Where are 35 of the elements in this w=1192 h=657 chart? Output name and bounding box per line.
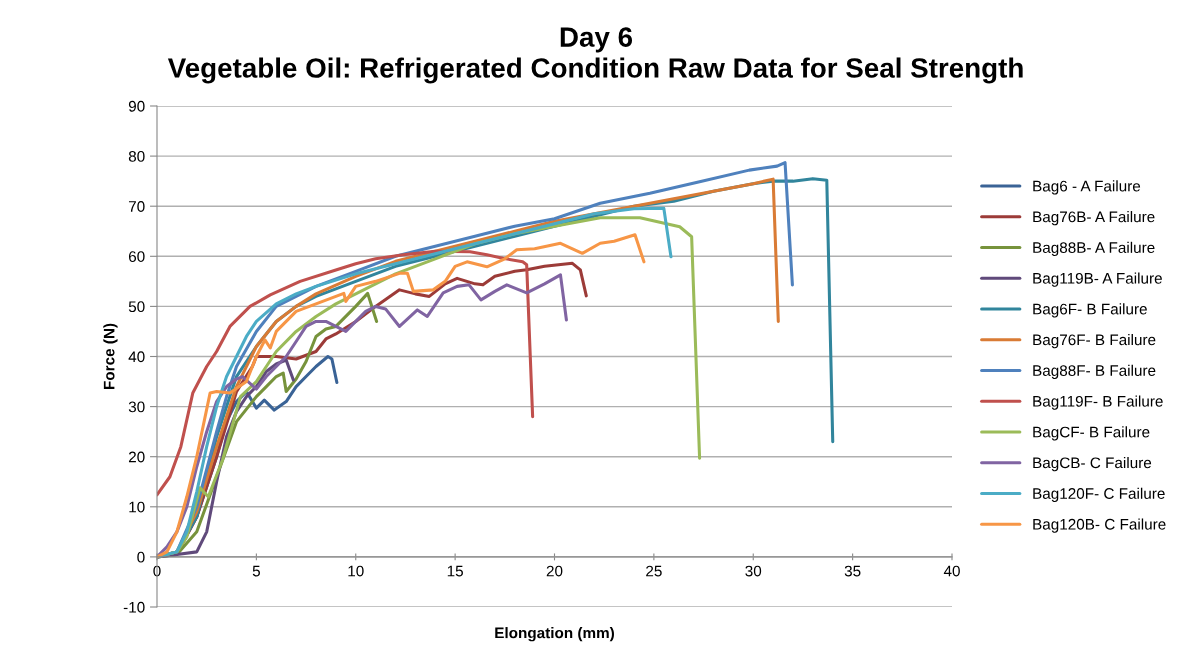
x-axis-title: Elongation (mm) bbox=[495, 627, 614, 642]
y-tick-label: 50 bbox=[128, 301, 145, 313]
y-tick-label: 10 bbox=[129, 501, 145, 513]
legend-label: BagCB- C Failure bbox=[1033, 456, 1152, 472]
legend-label: Bag76F- B Failure bbox=[1033, 334, 1156, 349]
legend-label: Bag88B- A Failure bbox=[1033, 241, 1155, 257]
chart-title: Day 6 Vegetable Oil: Refrigerated Condition Raw Data for Seal Strength bbox=[167, 27, 1023, 84]
legend-label: Bag119F- B Failure bbox=[1033, 395, 1163, 410]
x-tick-label: 10 bbox=[348, 565, 364, 577]
y-tick-label: 40 bbox=[128, 351, 145, 363]
y-tick-label: 60 bbox=[128, 251, 145, 262]
y-axis-title: Force (N) bbox=[103, 323, 118, 389]
legend-label: Bag6 - A Failure bbox=[1033, 180, 1141, 195]
legend-label: Bag6F- B Failure bbox=[1033, 303, 1147, 318]
legend-label: BagCF- B Failure bbox=[1033, 426, 1150, 441]
y-tick-label: 0 bbox=[137, 551, 145, 563]
x-tick-label: 20 bbox=[546, 565, 563, 577]
legend-label: Bag76B- A Failure bbox=[1033, 211, 1155, 226]
legend-label: Bag120F- C Failure bbox=[1033, 487, 1165, 502]
x-tick-label: 0 bbox=[153, 565, 161, 577]
x-tick-label: 35 bbox=[844, 565, 861, 577]
legend-label: Bag120B- C Failure bbox=[1033, 518, 1166, 533]
legend-label: Bag119B- A Failure bbox=[1033, 272, 1162, 287]
legend-label: Bag88F- B Failure bbox=[1033, 364, 1156, 379]
x-tick-label: 40 bbox=[943, 565, 960, 577]
x-tick-label: 5 bbox=[252, 565, 260, 577]
y-tick-label: 30 bbox=[128, 401, 145, 413]
x-tick-label: 30 bbox=[745, 565, 762, 577]
y-tick-label: 90 bbox=[128, 100, 145, 112]
y-tick-label: 20 bbox=[128, 451, 145, 463]
x-tick-label: 15 bbox=[447, 565, 463, 577]
y-tick-label: -10 bbox=[123, 601, 145, 613]
y-tick-label: 80 bbox=[128, 150, 145, 162]
x-tick-label: 25 bbox=[646, 565, 662, 577]
y-tick-label: 70 bbox=[128, 201, 145, 212]
